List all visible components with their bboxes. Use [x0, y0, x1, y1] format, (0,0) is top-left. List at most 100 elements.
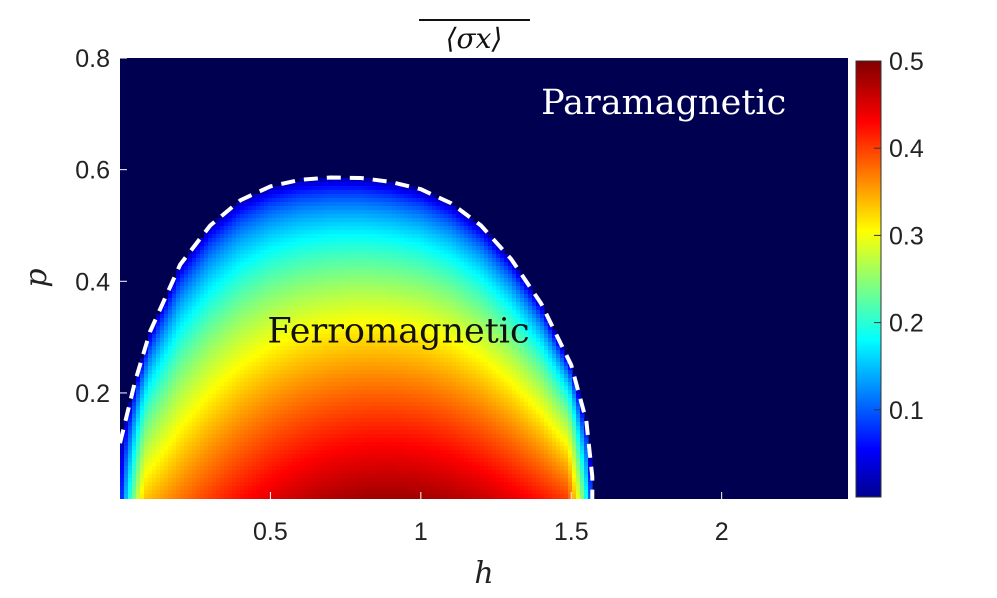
- heatmap-cell: [204, 422, 209, 427]
- heatmap-cell: [212, 266, 217, 271]
- heatmap-cell: [372, 198, 377, 203]
- heatmap-cell: [272, 250, 277, 255]
- heatmap-cell: [156, 442, 161, 447]
- heatmap-cell: [336, 410, 341, 415]
- heatmap-cell: [328, 414, 333, 419]
- heatmap-cell: [208, 270, 213, 275]
- heatmap-cell: [236, 266, 241, 271]
- heatmap-cell: [164, 390, 169, 395]
- heatmap-cell: [268, 474, 273, 479]
- heatmap-cell: [332, 194, 337, 199]
- heatmap-cell: [228, 250, 233, 255]
- heatmap-cell: [248, 202, 253, 207]
- heatmap-cell: [372, 254, 377, 259]
- heatmap-cell: [184, 486, 189, 491]
- heatmap-cell: [196, 310, 201, 315]
- heatmap-cell: [208, 494, 213, 499]
- heatmap-cell: [304, 386, 309, 391]
- heatmap-cell: [184, 414, 189, 419]
- heatmap-cell: [228, 442, 233, 447]
- heatmap-cell: [384, 474, 389, 479]
- heatmap-cell: [344, 286, 349, 291]
- heatmap-cell: [316, 326, 321, 331]
- heatmap-cell: [236, 358, 241, 363]
- heatmap-cell: [372, 374, 377, 379]
- heatmap-cell: [292, 426, 297, 431]
- heatmap-cell: [160, 346, 165, 351]
- heatmap-cell: [208, 334, 213, 339]
- heatmap-cell: [256, 458, 261, 463]
- heatmap-cell: [280, 226, 285, 231]
- heatmap-cell: [184, 474, 189, 479]
- heatmap-cell: [156, 454, 161, 459]
- heatmap-cell: [208, 362, 213, 367]
- heatmap-cell: [356, 298, 361, 303]
- heatmap-cell: [380, 442, 385, 447]
- heatmap-cell: [264, 290, 269, 295]
- heatmap-cell: [188, 486, 193, 491]
- heatmap-cell: [324, 182, 329, 187]
- heatmap-cell: [380, 426, 385, 431]
- heatmap-cell: [152, 330, 157, 335]
- heatmap-cell: [304, 382, 309, 387]
- heatmap-cell: [240, 382, 245, 387]
- heatmap-cell: [208, 486, 213, 491]
- heatmap-cell: [280, 194, 285, 199]
- heatmap-cell: [300, 374, 305, 379]
- heatmap-cell: [316, 378, 321, 383]
- heatmap-cell: [180, 394, 185, 399]
- heatmap-cell: [208, 350, 213, 355]
- heatmap-cell: [316, 486, 321, 491]
- heatmap-cell: [348, 394, 353, 399]
- heatmap-cell: [356, 466, 361, 471]
- heatmap-cell: [320, 478, 325, 483]
- heatmap-cell: [244, 286, 249, 291]
- heatmap-cell: [388, 442, 393, 447]
- heatmap-cell: [368, 454, 373, 459]
- heatmap-cell: [372, 498, 377, 499]
- heatmap-cell: [280, 434, 285, 439]
- heatmap-cell: [264, 422, 269, 427]
- heatmap-cell: [320, 338, 325, 343]
- heatmap-cell: [232, 486, 237, 491]
- heatmap-cell: [292, 462, 297, 467]
- heatmap-cell: [144, 474, 149, 479]
- heatmap-cell: [392, 194, 397, 199]
- heatmap-cell: [272, 310, 277, 315]
- heatmap-cell: [252, 498, 257, 499]
- heatmap-cell: [196, 418, 201, 423]
- heatmap-cell: [252, 310, 257, 315]
- heatmap-cell: [304, 430, 309, 435]
- heatmap-cell: [312, 474, 317, 479]
- heatmap-cell: [172, 482, 177, 487]
- heatmap-cell: [396, 414, 401, 419]
- heatmap-cell: [140, 498, 145, 499]
- heatmap-cell: [228, 286, 233, 291]
- heatmap-cell: [248, 310, 253, 315]
- heatmap-cell: [268, 250, 273, 255]
- heatmap-cell: [348, 226, 353, 231]
- heatmap-cell: [196, 314, 201, 319]
- heatmap-cell: [312, 182, 317, 187]
- heatmap-cell: [316, 178, 321, 183]
- heatmap-cell: [376, 286, 381, 291]
- heatmap-cell: [180, 306, 185, 311]
- heatmap-cell: [120, 478, 125, 483]
- heatmap-cell: [264, 382, 269, 387]
- heatmap-cell: [332, 406, 337, 411]
- heatmap-cell: [404, 186, 409, 191]
- heatmap-cell: [392, 346, 397, 351]
- heatmap-cell: [288, 274, 293, 279]
- heatmap-cell: [304, 238, 309, 243]
- heatmap-cell: [284, 374, 289, 379]
- heatmap-cell: [344, 458, 349, 463]
- heatmap-cell: [344, 358, 349, 363]
- heatmap-cell: [212, 490, 217, 495]
- heatmap-cell: [372, 266, 377, 271]
- heatmap-cell: [388, 182, 393, 187]
- heatmap-cell: [288, 418, 293, 423]
- heatmap-cell: [264, 258, 269, 263]
- heatmap-cell: [288, 494, 293, 499]
- heatmap-cell: [208, 390, 213, 395]
- heatmap-cell: [340, 278, 345, 283]
